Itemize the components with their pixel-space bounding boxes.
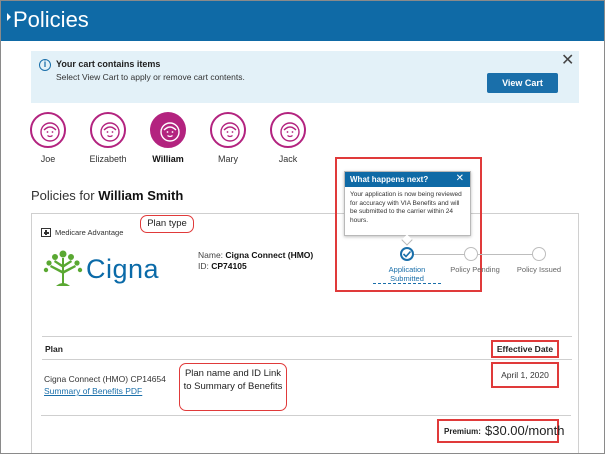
divider xyxy=(41,415,571,416)
person-icon xyxy=(220,122,240,142)
tooltip-close-icon[interactable]: ✕ xyxy=(455,173,464,184)
tooltip-body: Your application is now being reviewed f… xyxy=(350,191,462,224)
step-complete-icon xyxy=(400,247,414,261)
member-william[interactable]: William xyxy=(143,112,193,164)
person-icon xyxy=(100,122,120,142)
avatar xyxy=(90,112,126,148)
plan-id-line: ID: CP74105 xyxy=(198,261,247,271)
medical-plus-icon xyxy=(41,228,51,237)
cigna-logo: Cigna xyxy=(42,248,159,292)
tooltip-header: What happens next? ✕ xyxy=(345,172,470,187)
divider xyxy=(31,213,579,214)
member-name: Mary xyxy=(218,154,238,164)
status-highlight-box xyxy=(335,157,482,292)
annotation-plan-type: Plan type xyxy=(140,215,194,233)
cigna-tree-icon xyxy=(43,250,83,286)
step-label[interactable]: Application Submitted xyxy=(373,265,441,284)
member-name: William xyxy=(152,154,184,164)
member-name: Joe xyxy=(40,154,56,164)
member-jack[interactable]: Jack xyxy=(263,112,313,164)
checkmark-icon xyxy=(402,250,412,258)
premium-box: Premium: $30.00/month xyxy=(437,419,565,443)
plan-name-value: Cigna Connect (HMO) xyxy=(225,250,314,260)
step-pending-icon xyxy=(464,247,478,261)
premium-value: $30.00/month xyxy=(485,423,565,438)
person-icon xyxy=(280,122,300,142)
tooltip-title: What happens next? xyxy=(350,175,429,184)
member-elizabeth[interactable]: Elizabeth xyxy=(83,112,133,164)
cart-notice: i Your cart contains items Select View C… xyxy=(31,51,579,103)
table-row-plan-name: Cigna Connect (HMO) CP14654 xyxy=(44,374,166,384)
info-icon: i xyxy=(39,59,51,71)
policies-member-name: William Smith xyxy=(98,188,184,203)
close-icon[interactable]: ✕ xyxy=(561,52,575,69)
premium-label: Premium: xyxy=(444,427,481,436)
column-header-effective-date: Effective Date xyxy=(491,340,559,358)
avatar xyxy=(270,112,306,148)
cart-notice-message: Select View Cart to apply or remove cart… xyxy=(56,72,245,82)
mouse-cursor-icon xyxy=(7,13,11,21)
step-label: Policy Issued xyxy=(516,265,562,274)
person-icon xyxy=(160,122,180,142)
plan-type-label: Medicare Advantage xyxy=(55,228,124,237)
member-name: Elizabeth xyxy=(89,154,127,164)
plan-id-label: ID: xyxy=(198,261,209,271)
step-label: Policy Pending xyxy=(450,265,500,274)
what-happens-next-tooltip: What happens next? ✕ Your application is… xyxy=(344,171,471,246)
member-mary[interactable]: Mary xyxy=(203,112,253,164)
cart-notice-title: Your cart contains items xyxy=(56,59,161,69)
effective-date-value: April 1, 2020 xyxy=(491,362,559,388)
page-title: Policies xyxy=(13,7,89,32)
column-header-plan: Plan xyxy=(45,344,63,354)
cigna-logo-text: Cigna xyxy=(86,254,160,284)
member-joe[interactable]: Joe xyxy=(23,112,73,164)
plan-name-line: Name: Cigna Connect (HMO) xyxy=(198,250,313,260)
avatar xyxy=(210,112,246,148)
table-header: Plan xyxy=(42,336,572,360)
avatar xyxy=(150,112,186,148)
view-cart-button[interactable]: View Cart xyxy=(487,73,558,93)
page-header: Policies xyxy=(1,1,604,41)
plan-name-label: Name: xyxy=(198,250,224,260)
policy-card: Medicare Advantage xyxy=(31,214,579,453)
summary-of-benefits-link[interactable]: Summary of Benefits PDF xyxy=(44,386,143,396)
policies-heading-prefix: Policies for xyxy=(31,188,95,203)
step-pending-icon xyxy=(532,247,546,261)
person-icon xyxy=(40,122,60,142)
plan-id-value: CP74105 xyxy=(211,261,247,271)
annotation-plan-name: Plan name and ID Link to Summary of Bene… xyxy=(179,363,287,411)
policies-heading: Policies for William Smith xyxy=(31,188,183,203)
member-name: Jack xyxy=(278,154,298,164)
avatar xyxy=(30,112,66,148)
